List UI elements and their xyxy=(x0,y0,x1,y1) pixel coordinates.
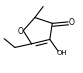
Text: OH: OH xyxy=(57,50,67,56)
Text: O: O xyxy=(17,26,23,36)
Text: O: O xyxy=(69,18,75,27)
